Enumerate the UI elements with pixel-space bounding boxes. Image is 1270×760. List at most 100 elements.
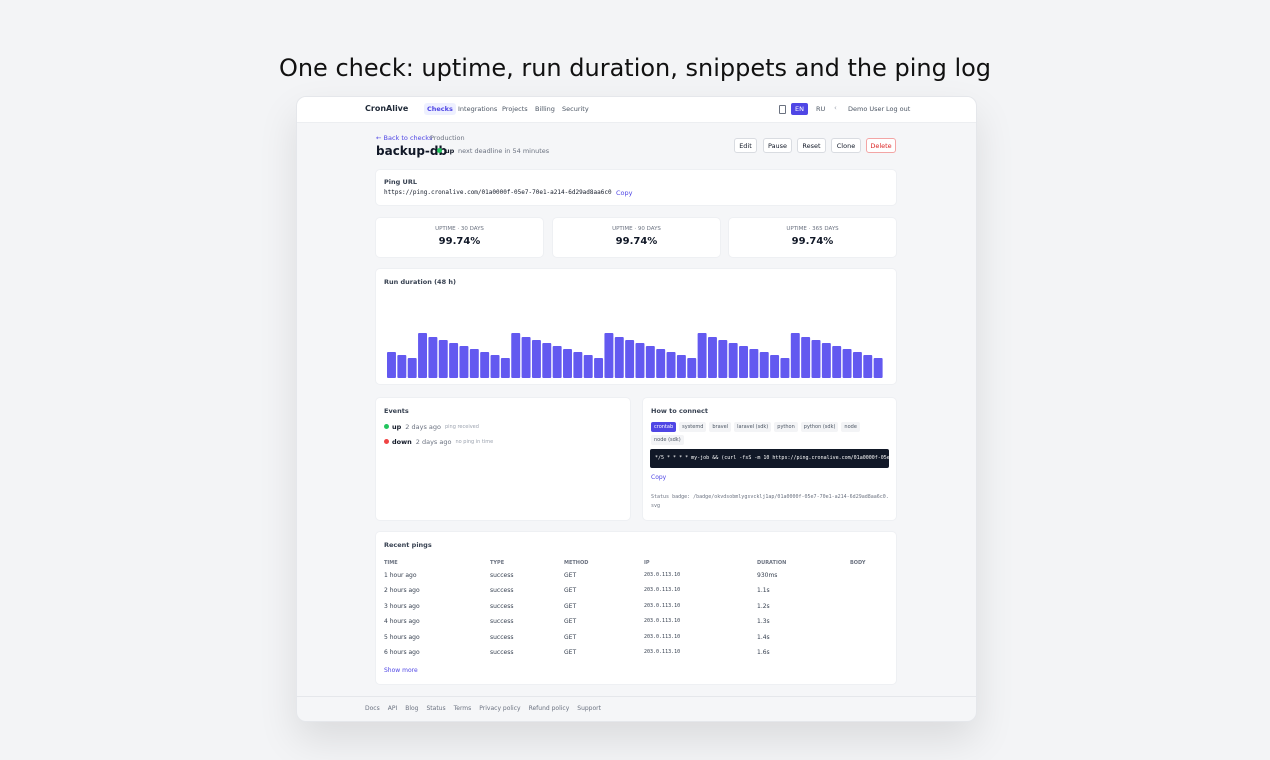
bar — [645, 346, 655, 378]
action-button[interactable]: Reset — [797, 138, 826, 153]
bar — [490, 355, 500, 378]
event-dot — [384, 424, 389, 429]
column-header: BODY — [850, 560, 866, 566]
action-button[interactable]: Delete — [866, 138, 896, 153]
logout-link[interactable]: Log out — [886, 105, 911, 113]
bar — [521, 337, 531, 378]
bar — [780, 358, 790, 378]
nav-link[interactable]: Projects — [502, 105, 528, 113]
code-block: */5 * * * * my-job && (curl -fsS -m 10 h… — [650, 449, 889, 468]
column-header: TIME — [384, 560, 398, 566]
footer-link[interactable]: Support — [577, 705, 601, 712]
table-cell: GET — [564, 587, 577, 595]
table-cell: 4 hours ago — [384, 618, 420, 626]
language-button[interactable]: RU — [816, 105, 826, 113]
table-cell: 203.0.113.10 — [644, 649, 681, 655]
bar — [687, 358, 697, 378]
event-time: 2 days ago — [405, 423, 441, 431]
check-name: backup-db — [376, 144, 448, 158]
bar — [500, 358, 510, 378]
footer-link[interactable]: Docs — [365, 705, 380, 712]
table-cell: 6 hours ago — [384, 649, 420, 656]
bar — [583, 355, 593, 378]
connect-title: How to connect — [651, 407, 708, 415]
uptime-card: UPTIME · 365 DAYS 99.74% — [729, 218, 896, 257]
bar — [625, 340, 635, 378]
footer-link[interactable]: Refund policy — [528, 705, 570, 712]
action-button[interactable]: Edit — [734, 138, 757, 153]
footer-link[interactable]: Blog — [405, 705, 419, 712]
event-status: down — [392, 438, 412, 446]
collapse-icon: ‹ — [834, 104, 837, 112]
footer-link[interactable]: Status — [426, 705, 446, 712]
snippet-tab[interactable]: node (sdk) — [651, 435, 684, 445]
bar — [542, 343, 552, 378]
copy-link[interactable]: Copy — [651, 474, 667, 481]
bar — [718, 340, 728, 378]
table-cell: GET — [564, 572, 577, 579]
theme-icon — [779, 105, 786, 114]
table-cell: success — [490, 633, 514, 641]
snippet-tab[interactable]: python — [774, 422, 798, 432]
bar — [811, 340, 821, 378]
language-button[interactable]: EN — [791, 103, 808, 115]
uptime-label: UPTIME · 30 DAYS — [435, 226, 484, 232]
snippet-tab[interactable]: laravel (sdk) — [734, 422, 772, 432]
page-title: One check: uptime, run duration, snippet… — [278, 54, 992, 82]
nav-bar: CronAlive Checks Integrations Projects Billi… — [297, 97, 976, 123]
footer-link[interactable]: Terms — [453, 705, 472, 712]
bar — [790, 333, 800, 378]
snippet-tab[interactable]: python (sdk) — [800, 422, 839, 432]
snippet-tab[interactable]: node — [841, 422, 860, 432]
snippet-tab[interactable]: bravel — [709, 422, 732, 432]
copy-link[interactable]: Copy — [616, 189, 633, 197]
bar — [749, 349, 759, 378]
footer-border — [297, 696, 976, 697]
table-cell: 203.0.113.10 — [644, 602, 681, 609]
snippet-tab[interactable]: crontab — [651, 422, 677, 432]
chart — [387, 333, 883, 378]
event-time: 2 days ago — [415, 438, 452, 446]
bar — [852, 352, 862, 378]
table-cell: 2 hours ago — [384, 587, 420, 595]
nav-link[interactable]: Checks — [424, 103, 456, 115]
snippet-tab[interactable]: systemd — [679, 422, 707, 432]
table-cell: 3 hours ago — [384, 602, 420, 610]
bar — [469, 349, 479, 378]
code-text: */5 * * * * my-job && (curl -fsS -m 10 h… — [655, 455, 889, 461]
bar — [407, 358, 417, 378]
table-cell: 1.6s — [757, 649, 770, 656]
bar — [418, 333, 428, 378]
bar — [801, 337, 811, 378]
footer-link[interactable]: Privacy policy — [479, 705, 521, 712]
uptime-value: 99.74% — [438, 236, 481, 247]
bar — [873, 358, 883, 378]
table-cell: GET — [564, 633, 577, 641]
back-link[interactable]: ← Back to checks — [376, 134, 433, 142]
bar — [459, 346, 469, 378]
action-button[interactable]: Pause — [763, 138, 792, 153]
table-cell: success — [490, 618, 514, 626]
table-cell: success — [490, 649, 514, 656]
show-more-link[interactable]: Show more — [384, 667, 418, 674]
ping-url: https://ping.cronalive.com/01a0000f-05e7… — [384, 189, 612, 196]
bar — [759, 352, 769, 378]
table-cell: 1.4s — [757, 633, 770, 641]
action-button[interactable]: Clone — [831, 138, 861, 153]
status-badge: Status badge: /badge/okvdsobmlygsvcklj1a… — [651, 494, 889, 509]
bar — [728, 343, 738, 378]
uptime-card: UPTIME · 90 DAYS 99.74% — [553, 218, 720, 257]
table-cell: GET — [564, 602, 577, 610]
bar — [821, 343, 831, 378]
bar — [480, 352, 490, 378]
bar — [666, 352, 676, 378]
chart-title: Run duration (48 h) — [384, 278, 456, 286]
bar — [387, 352, 396, 378]
footer-link[interactable]: API — [387, 705, 398, 712]
logo[interactable]: CronAlive — [365, 104, 409, 113]
nav-link[interactable]: Billing — [535, 105, 555, 113]
nav-link[interactable]: Integrations — [458, 105, 498, 113]
nav-link[interactable]: Security — [562, 105, 589, 113]
table-cell: 1.3s — [757, 618, 770, 626]
